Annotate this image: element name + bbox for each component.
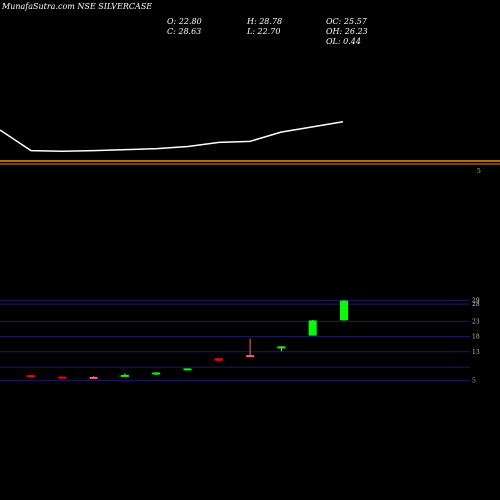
candle-body <box>183 368 192 371</box>
candle-panel-tick-label: 29 <box>472 297 480 304</box>
ohlc-oc: OC: 25.57 <box>326 17 367 26</box>
candle-body <box>27 375 35 378</box>
line-series <box>0 121 344 152</box>
candle-body <box>340 300 348 321</box>
ohlc-ol: OL: 0.44 <box>326 37 361 46</box>
chart-title: MunafaSutra.com NSE SILVERCASE <box>2 2 153 11</box>
grid-lines <box>0 299 470 382</box>
candle-body <box>308 320 317 336</box>
candle-panel-tick-label: 5 <box>472 378 476 385</box>
ohlc-open: O: 22.80 <box>167 17 202 26</box>
ohlc-low: L: 22.70 <box>247 27 281 36</box>
candlestick-series <box>27 300 348 379</box>
candle-body <box>89 376 98 379</box>
candle-panel-tick-label: 23 <box>472 318 480 325</box>
candle-body <box>277 346 286 349</box>
ohlc-oh: OH: 26.23 <box>326 27 368 36</box>
line-panel-tick-label: 5 <box>477 168 481 175</box>
panel-divider <box>0 160 500 165</box>
candle-body <box>152 372 161 375</box>
candle-panel-tick-label: 18 <box>472 334 480 341</box>
candle-body <box>120 374 129 377</box>
candle-body <box>214 358 223 361</box>
candle-body <box>246 355 255 358</box>
ohlc-high: H: 28.78 <box>247 17 283 26</box>
candle-panel-tick-label: 13 <box>472 349 480 356</box>
candle-panel-tick-label: 28 <box>472 301 480 308</box>
ohlc-close: C: 28.63 <box>167 27 202 36</box>
price-line <box>0 121 344 152</box>
candle-body <box>58 376 67 379</box>
